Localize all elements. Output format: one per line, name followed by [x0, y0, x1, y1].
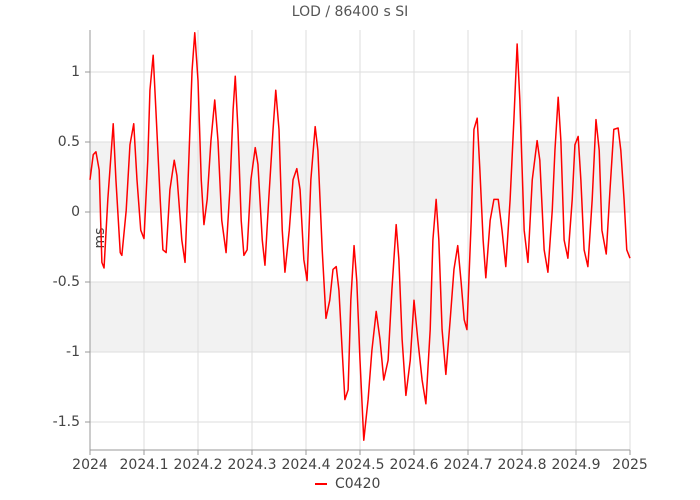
y-tick-label: 1 [71, 64, 80, 80]
x-tick-label: 2024.7 [444, 457, 493, 473]
y-tick-label: -0.5 [53, 274, 80, 290]
x-tick-label: 2024.2 [174, 457, 223, 473]
legend-label: C0420 [335, 476, 380, 492]
x-tick-label: 2024.4 [282, 457, 331, 473]
chart-title: LOD / 86400 s SI [292, 4, 408, 20]
y-tick-label: -1.5 [53, 414, 80, 430]
y-tick-label: 0 [71, 204, 80, 220]
y-tick-label: 0.5 [58, 134, 80, 150]
x-tick-label: 2024.5 [336, 457, 385, 473]
y-tick-label: -1 [66, 344, 80, 360]
x-tick-label: 2024.3 [228, 457, 277, 473]
x-tick-label: 2024.1 [120, 457, 169, 473]
x-tick-label: 2025 [612, 457, 648, 473]
x-tick-label: 2024.9 [552, 457, 601, 473]
x-tick-label: 2024.6 [390, 457, 439, 473]
series-line [89, 32, 631, 441]
y-axis-label: ms [92, 228, 108, 249]
x-tick-label: 2024.8 [498, 457, 547, 473]
x-tick-label: 2024 [72, 457, 108, 473]
